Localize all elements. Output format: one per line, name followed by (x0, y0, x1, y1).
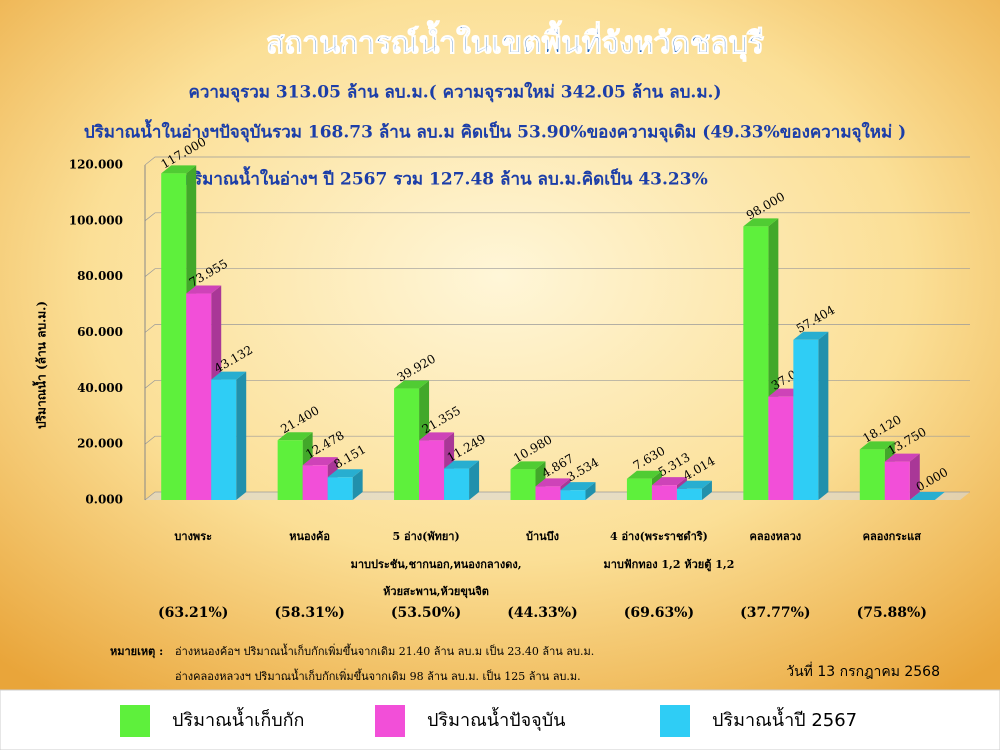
x-tick-label: คลองหลวง (750, 530, 802, 543)
legend-swatch (660, 705, 690, 737)
bar-top (510, 461, 546, 470)
percent-label: (58.31%) (274, 605, 344, 621)
note-label: หมายเหตุ : (110, 645, 163, 659)
x-tick-label: บางพระ (174, 530, 212, 543)
bar (161, 173, 187, 500)
bar (884, 461, 910, 500)
subtitle: ความจุรวม 313.05 ล้าน ลบ.ม.( ความจุรวมให… (188, 82, 721, 103)
bar-top (676, 480, 712, 489)
category-note: ห้วยสะพาน,ห้วยขุนจิต (383, 585, 489, 599)
bar-top (277, 432, 313, 441)
bar (859, 449, 885, 500)
legend-label: ปริมาณน้ำเก็บกัก (172, 707, 304, 731)
note: อ่างหนองค้อฯ ปริมาณน้ำเก็บกักเพิ่มขึ้นจา… (175, 643, 594, 658)
category-note: มาบประชัน,ชากนอก,หนองกลางดง, (351, 558, 522, 571)
subtitle: ปริมาณน้ำในอ่างฯปัจจุบันรวม 168.73 ล้าน … (84, 119, 906, 143)
bar-top (793, 331, 829, 340)
bar-top (302, 457, 338, 466)
bar (626, 478, 652, 500)
legend-label: ปริมาณน้ำปัจจุบัน (427, 707, 565, 731)
chart-title: สถานการณ์น้ำในเขตพื้นที่จังหวัดชลบุรี (266, 20, 764, 62)
percent-label: (75.88%) (857, 605, 927, 621)
bar-top (186, 285, 222, 294)
percent-label: (63.21%) (158, 605, 228, 621)
bar (211, 379, 237, 500)
note: อ่างคลองหลวงฯ ปริมาณน้ำเก็บกักเพิ่มขึ้นจ… (175, 668, 581, 683)
y-tick-label: 20.000 (77, 437, 123, 451)
y-tick-label: 0.000 (85, 493, 123, 507)
bar (186, 293, 212, 500)
bar-top (535, 478, 571, 487)
bar (743, 226, 769, 500)
percent-label: (44.33%) (507, 605, 577, 621)
legend-swatch (120, 705, 150, 737)
bar (651, 485, 677, 500)
bar-side (909, 453, 920, 500)
legend-box (0, 689, 1000, 750)
legend-label: ปริมาณน้ำปี 2567 (712, 707, 857, 731)
grid-line (144, 156, 970, 166)
percent-label: (37.77%) (740, 605, 810, 621)
category-note: มาบฟักทอง 1,2 ห้วยตู้ 1,2 (603, 558, 734, 572)
bar-top (743, 218, 779, 227)
date: วันที่ 13 กรกฎาคม 2568 (786, 662, 940, 680)
bar-side (352, 469, 363, 500)
grid-line (144, 435, 970, 445)
x-tick-label: 5 อ่าง(พัทยา) (392, 530, 459, 543)
bar-side (469, 460, 480, 500)
bar-top (560, 482, 596, 491)
bar (768, 396, 794, 500)
x-tick-label: คลองกระแส (863, 530, 922, 543)
bar (277, 440, 303, 500)
x-tick-label: 4 อ่าง(พระราชดำริ) (610, 530, 708, 543)
x-tick-label: หนองค้อ (289, 530, 330, 543)
bar-top (651, 477, 687, 486)
y-tick-label: 80.000 (77, 269, 123, 283)
bar (444, 468, 470, 500)
bar-top (626, 470, 662, 479)
bar-side (701, 480, 712, 500)
bar (302, 465, 328, 500)
bar-top (394, 380, 430, 389)
bar (676, 488, 702, 500)
y-tick-label: 40.000 (77, 381, 123, 395)
bar-side (585, 482, 596, 500)
bar (419, 440, 445, 500)
y-axis-label: ปริมาณน้ำ (ล้าน ลบ.ม.) (32, 301, 49, 429)
bar-top (859, 441, 895, 450)
bar-side (236, 371, 247, 500)
bar (793, 339, 819, 500)
bar (560, 490, 586, 500)
subtitle: ปริมาณน้ำในอ่างฯ ปี 2567 รวม 127.48 ล้าน… (182, 166, 707, 190)
bar-top (444, 460, 480, 469)
x-tick-label: บ้านบึง (526, 530, 559, 543)
bar-top (327, 469, 363, 478)
bar (327, 477, 353, 500)
bar (394, 388, 420, 500)
bar-top (884, 453, 920, 462)
background (0, 0, 1000, 690)
y-tick-label: 100.000 (69, 213, 123, 227)
percent-label: (53.50%) (391, 605, 461, 621)
grid-line (144, 212, 970, 222)
legend-swatch (375, 705, 405, 737)
y-tick-label: 60.000 (77, 325, 123, 339)
bar-top (211, 371, 247, 380)
bar-top (909, 492, 945, 500)
grid-line (144, 268, 970, 277)
bar-top (419, 432, 455, 441)
grid-line (144, 379, 970, 389)
y-tick-label: 120.000 (69, 158, 123, 172)
bar (510, 469, 536, 500)
bar-top (161, 165, 197, 174)
bar (535, 486, 561, 500)
percent-label: (69.63%) (624, 605, 694, 621)
bar-side (818, 331, 829, 500)
grid-line (144, 324, 970, 333)
